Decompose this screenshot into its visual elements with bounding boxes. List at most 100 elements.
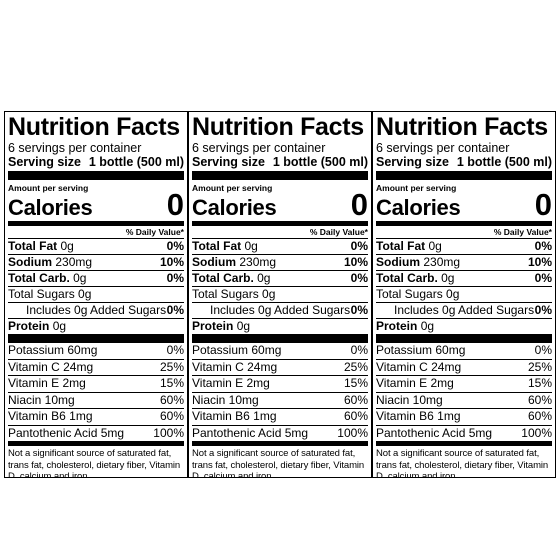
thick-divider bbox=[376, 334, 552, 343]
daily-value-header: % Daily Value* bbox=[376, 226, 552, 239]
pantothenic-acid: Pantothenic Acid 5mg bbox=[376, 425, 493, 440]
protein-row: Protein 0g bbox=[8, 319, 184, 334]
thick-divider bbox=[192, 171, 368, 180]
niacin-dv: 60% bbox=[343, 392, 368, 407]
niacin: Niacin 10mg bbox=[192, 392, 259, 407]
serving-size-row: Serving size 1 bottle (500 ml) bbox=[192, 155, 368, 169]
total-fat-dv: 0% bbox=[166, 239, 184, 253]
total-sugars-row: Total Sugars 0g bbox=[8, 287, 184, 303]
footnote: Not a significant source of saturated fa… bbox=[376, 448, 549, 477]
nutrition-labels-panel: Nutrition Facts 6 servings per container… bbox=[4, 111, 556, 478]
thick-divider bbox=[376, 171, 552, 180]
vitamin-b6-row: Vitamin B6 1mg 60% bbox=[8, 409, 184, 426]
niacin-row: Niacin 10mg 60% bbox=[376, 392, 552, 409]
vitamin-c-dv: 25% bbox=[343, 359, 368, 374]
footnote: Not a significant source of saturated fa… bbox=[8, 448, 181, 477]
sodium-label: Sodium bbox=[376, 255, 420, 269]
protein-label: Protein bbox=[376, 319, 418, 333]
total-carb-amount: 0g bbox=[441, 271, 455, 285]
vitamin-c-dv: 25% bbox=[159, 359, 184, 374]
vitamin-b6-row: Vitamin B6 1mg 60% bbox=[192, 409, 368, 426]
servings-per-container: 6 servings per container bbox=[376, 141, 510, 155]
sodium-label: Sodium bbox=[8, 255, 52, 269]
total-carb-label: Total Carb. bbox=[376, 271, 438, 285]
niacin: Niacin 10mg bbox=[376, 392, 443, 407]
sodium-amount: 230mg bbox=[239, 255, 277, 269]
total-fat-dv: 0% bbox=[534, 239, 552, 253]
vitamin-e-dv: 15% bbox=[343, 376, 368, 390]
total-carb-dv: 0% bbox=[534, 271, 552, 285]
total-fat-amount: 0g bbox=[428, 239, 442, 253]
pantothenic-acid-dv: 100% bbox=[521, 425, 552, 440]
protein-label: Protein bbox=[192, 319, 234, 333]
label-title: Nutrition Facts bbox=[8, 113, 180, 141]
vitamin-c-row: Vitamin C 24mg 25% bbox=[192, 359, 368, 376]
amount-per-serving: Amount per serving bbox=[376, 183, 457, 193]
total-carb-row: Total Carb. 0g 0% bbox=[8, 271, 184, 287]
calories-row: Calories 0 bbox=[192, 189, 368, 220]
protein-row: Protein 0g bbox=[192, 319, 368, 334]
total-sugars-row: Total Sugars 0g bbox=[192, 287, 368, 303]
total-carb-label: Total Carb. bbox=[192, 271, 254, 285]
label-title: Nutrition Facts bbox=[376, 113, 548, 141]
sodium-row: Sodium 230mg 10% bbox=[192, 255, 368, 271]
total-carb-dv: 0% bbox=[166, 271, 184, 285]
serving-size-value: 1 bottle (500 ml) bbox=[456, 155, 552, 169]
potassium: Potassium 60mg bbox=[8, 343, 98, 357]
vitamin-b6: Vitamin B6 1mg bbox=[192, 409, 277, 423]
added-sugars: Includes 0g Added Sugars bbox=[394, 303, 535, 317]
calories-label: Calories bbox=[376, 195, 461, 220]
total-carb-amount: 0g bbox=[73, 271, 87, 285]
sodium-dv: 10% bbox=[343, 255, 368, 269]
niacin: Niacin 10mg bbox=[8, 392, 75, 407]
sodium-amount: 230mg bbox=[55, 255, 93, 269]
potassium: Potassium 60mg bbox=[376, 343, 466, 357]
nutrition-label-1: Nutrition Facts 6 servings per container… bbox=[5, 112, 189, 477]
total-carb-amount: 0g bbox=[257, 271, 271, 285]
total-fat-label: Total Fat bbox=[376, 239, 426, 253]
total-carb-dv: 0% bbox=[350, 271, 368, 285]
potassium-row: Potassium 60mg 0% bbox=[376, 343, 552, 360]
niacin-row: Niacin 10mg 60% bbox=[8, 392, 184, 409]
pantothenic-acid: Pantothenic Acid 5mg bbox=[8, 425, 125, 440]
vitamin-c-row: Vitamin C 24mg 25% bbox=[8, 359, 184, 376]
added-sugars-dv: 0% bbox=[534, 303, 552, 317]
total-fat-row: Total Fat 0g 0% bbox=[8, 239, 184, 255]
potassium: Potassium 60mg bbox=[192, 343, 282, 357]
medium-divider bbox=[192, 221, 368, 226]
niacin-row: Niacin 10mg 60% bbox=[192, 392, 368, 409]
amount-per-serving: Amount per serving bbox=[8, 183, 89, 193]
amount-per-serving: Amount per serving bbox=[192, 183, 273, 193]
thick-divider bbox=[8, 334, 184, 343]
vitamin-e: Vitamin E 2mg bbox=[376, 376, 454, 390]
thick-divider bbox=[8, 171, 184, 180]
footer-divider bbox=[192, 441, 368, 446]
calories-value: 0 bbox=[166, 187, 184, 222]
vitamin-c: Vitamin C 24mg bbox=[8, 359, 94, 374]
total-fat-amount: 0g bbox=[244, 239, 258, 253]
niacin-dv: 60% bbox=[527, 392, 552, 407]
serving-size-label: Serving size bbox=[376, 155, 449, 169]
vitamin-e-row: Vitamin E 2mg 15% bbox=[8, 376, 184, 393]
vitamin-c: Vitamin C 24mg bbox=[192, 359, 278, 374]
vitamin-b6-dv: 60% bbox=[159, 409, 184, 423]
calories-value: 0 bbox=[534, 187, 552, 222]
total-carb-row: Total Carb. 0g 0% bbox=[376, 271, 552, 287]
protein-amount: 0g bbox=[236, 319, 251, 333]
added-sugars-row: Includes 0g Added Sugars 0% bbox=[8, 303, 184, 319]
sodium-dv: 10% bbox=[159, 255, 184, 269]
total-carb-row: Total Carb. 0g 0% bbox=[192, 271, 368, 287]
nutrition-label-3: Nutrition Facts 6 servings per container… bbox=[373, 112, 555, 477]
footnote: Not a significant source of saturated fa… bbox=[192, 448, 365, 477]
protein-row: Protein 0g bbox=[376, 319, 552, 334]
vitamin-b6-row: Vitamin B6 1mg 60% bbox=[376, 409, 552, 426]
pantothenic-acid-dv: 100% bbox=[153, 425, 184, 440]
added-sugars-dv: 0% bbox=[166, 303, 184, 317]
sodium-amount: 230mg bbox=[423, 255, 461, 269]
potassium-row: Potassium 60mg 0% bbox=[8, 343, 184, 360]
sodium-row: Sodium 230mg 10% bbox=[8, 255, 184, 271]
pantothenic-acid-dv: 100% bbox=[337, 425, 368, 440]
vitamin-b6-dv: 60% bbox=[343, 409, 368, 423]
potassium-dv: 0% bbox=[534, 343, 552, 357]
potassium-row: Potassium 60mg 0% bbox=[192, 343, 368, 360]
